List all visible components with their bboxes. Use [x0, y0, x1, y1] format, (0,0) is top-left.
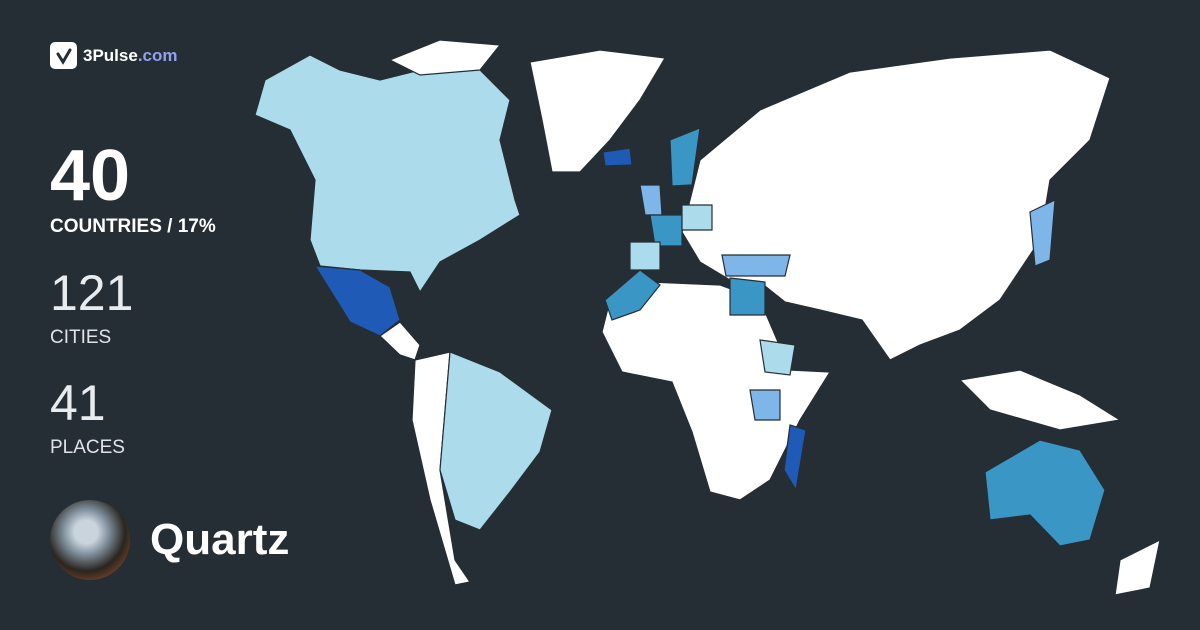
turkey [721, 254, 791, 277]
egypt [729, 277, 766, 316]
pulse-check-icon [50, 42, 77, 69]
countries-label: COUNTRIES / 17% [50, 216, 216, 237]
france [649, 214, 683, 247]
uk [639, 184, 663, 216]
morocco [604, 269, 661, 321]
brazil [439, 351, 553, 531]
north-america [254, 54, 521, 294]
norway [669, 127, 701, 187]
places-count: 41 [50, 375, 106, 431]
spain [629, 241, 661, 271]
madagascar [783, 424, 807, 492]
greenland [529, 49, 666, 173]
avatar [50, 500, 130, 580]
user-name: Quartz [150, 515, 290, 564]
brand-logo[interactable]: 3Pulse.com [50, 42, 178, 69]
australia [984, 439, 1106, 547]
new-zealand [1114, 538, 1161, 596]
brand-name: 3Pulse.com [83, 46, 178, 66]
ethiopia [759, 339, 796, 376]
cities-count: 121 [50, 265, 134, 321]
central-america [379, 321, 421, 361]
brand-name-text: 3Pulse [83, 45, 138, 65]
southeast-asia [958, 369, 1122, 431]
user-profile[interactable]: Quartz [50, 500, 289, 580]
places-label: PLACES [50, 437, 125, 458]
japan [1029, 199, 1056, 267]
iceland [602, 147, 633, 167]
eurasia [681, 49, 1111, 361]
mexico [313, 265, 401, 337]
central-europe [681, 204, 713, 231]
countries-count: 40 [50, 136, 131, 216]
cities-label: CITIES [50, 327, 112, 348]
brand-domain: .com [137, 45, 178, 65]
arctic-islands [388, 39, 502, 76]
tanzania [749, 389, 781, 421]
